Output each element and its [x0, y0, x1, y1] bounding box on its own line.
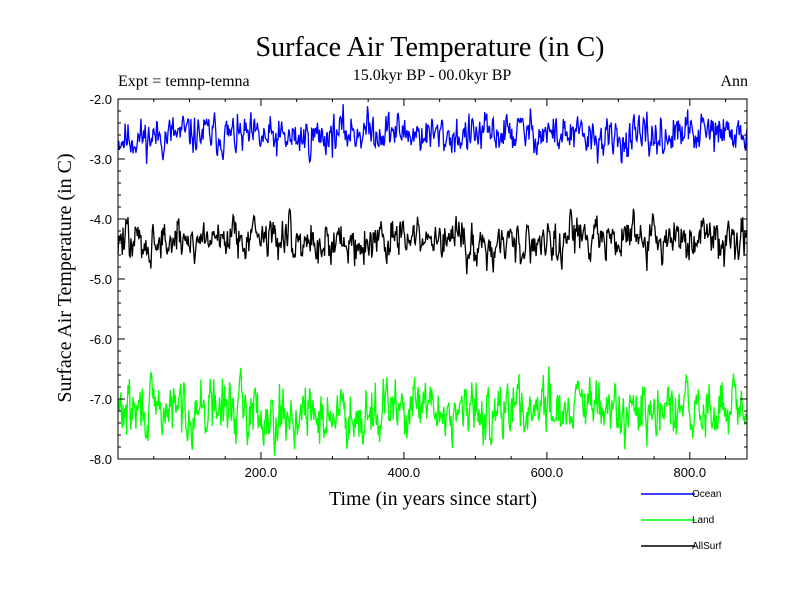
series-allsurf-line [117, 207, 748, 275]
x-tick-label: 200.0 [245, 465, 278, 480]
x-tick-label: 600.0 [531, 465, 564, 480]
series-land-line [117, 366, 748, 456]
y-tick-label: -8.0 [90, 452, 112, 467]
legend: Ocean Land AllSurf [641, 489, 722, 552]
y-tick-label: -2.0 [90, 92, 112, 107]
legend-land-label: Land [692, 515, 714, 526]
y-tick-label: -7.0 [90, 392, 112, 407]
plot-area: -2.0 -3.0 -4.0 -5.0 -6.0 -7.0 -8.0 200.0 400.0 60… [90, 92, 748, 480]
x-tick-label: 400.0 [388, 465, 421, 480]
y-tick-label: -3.0 [90, 152, 112, 167]
season-label: Ann [720, 73, 748, 90]
y-tick-label: -6.0 [90, 332, 112, 347]
legend-ocean-label: Ocean [692, 489, 721, 500]
x-axis-label: Time (in years since start) [329, 488, 537, 510]
y-tick-label: -4.0 [90, 212, 112, 227]
y-axis-label: Surface Air Temperature (in C) [54, 153, 76, 402]
y-tick-label: -5.0 [90, 272, 112, 287]
legend-allsurf-label: AllSurf [692, 541, 722, 552]
chart-title: Surface Air Temperature (in C) [256, 32, 605, 63]
x-tick-label: 800.0 [674, 465, 707, 480]
experiment-label: Expt = temnp-temna [118, 73, 250, 90]
chart-subtitle: 15.0kyr BP - 00.0kyr BP [353, 67, 512, 84]
series-ocean-line [117, 104, 748, 164]
